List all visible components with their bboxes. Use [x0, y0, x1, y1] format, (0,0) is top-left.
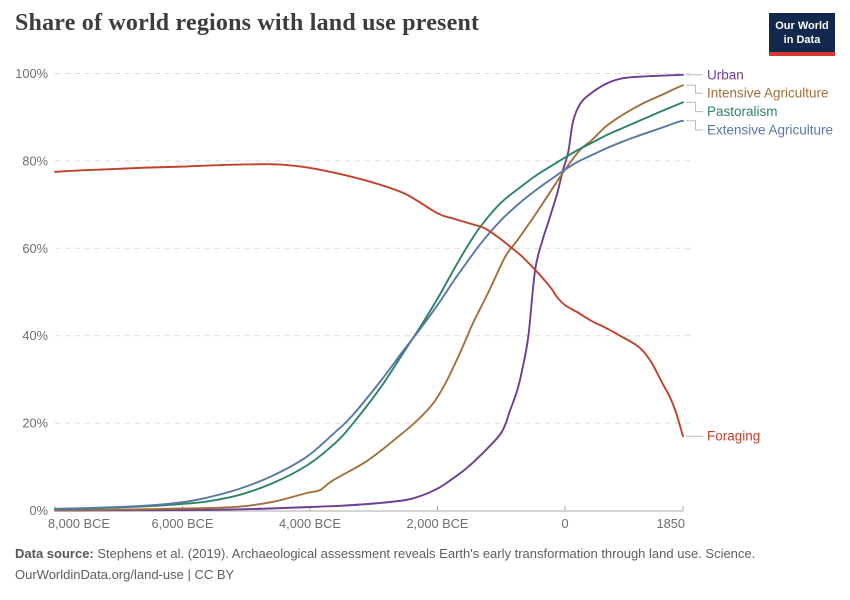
footer-link[interactable]: OurWorldinData.org/land-use: [15, 567, 184, 583]
series-line-intensive-agriculture[interactable]: [54, 84, 684, 512]
x-tick-label: 2,000 BCE: [407, 516, 469, 531]
legend-label-foraging[interactable]: Foraging: [707, 429, 760, 444]
legend-item-foraging[interactable]: Foraging: [686, 429, 760, 444]
footer-source-label: Data source:: [15, 546, 94, 561]
y-tick-label: 0%: [30, 503, 49, 518]
legend-connector: [686, 101, 703, 113]
page-title: Share of world regions with land use pre…: [15, 10, 480, 36]
y-tick-label: 20%: [22, 416, 48, 431]
series-line-pastoralism[interactable]: [54, 101, 684, 511]
x-tick-label: 1850: [657, 516, 685, 531]
footer-license-suffix: | CC BY: [183, 567, 235, 583]
legend: Urban Intensive Agriculture Pastoralism …: [686, 67, 833, 444]
y-tick-label: 100%: [15, 66, 48, 81]
legend-item-urban[interactable]: Urban: [686, 67, 744, 82]
legend-connector: [686, 84, 703, 94]
owid-logo[interactable]: Our World in Data: [769, 13, 835, 56]
legend-item-intensive-agriculture[interactable]: Intensive Agriculture: [686, 84, 829, 101]
x-tick-label: 6,000 BCE: [152, 516, 214, 531]
y-tick-label: 60%: [22, 241, 48, 256]
x-axis-labels: 8,000 BCE 6,000 BCE 4,000 BCE 2,000 BCE …: [48, 516, 685, 531]
legend-label-pastoralism[interactable]: Pastoralism: [707, 104, 778, 119]
y-axis-labels: 0% 20% 40% 60% 80% 100%: [15, 66, 48, 518]
footer-license-line: OurWorldinData.org/land-use | CC BY: [15, 564, 835, 585]
y-tick-label: 80%: [22, 153, 48, 168]
footer-source-line: Data source: Stephens et al. (2019). Arc…: [15, 543, 835, 564]
legend-label-intensive-agriculture[interactable]: Intensive Agriculture: [707, 86, 829, 101]
legend-connector: [686, 120, 703, 131]
legend-item-extensive-agriculture[interactable]: Extensive Agriculture: [686, 120, 833, 138]
chart-footer: Data source: Stephens et al. (2019). Arc…: [15, 543, 835, 586]
series-line-extensive-agriculture[interactable]: [54, 119, 684, 510]
legend-label-urban[interactable]: Urban: [707, 67, 744, 82]
x-tick-label: 4,000 BCE: [279, 516, 341, 531]
legend-label-extensive-agriculture[interactable]: Extensive Agriculture: [707, 123, 833, 138]
series-line-urban[interactable]: [54, 73, 684, 512]
x-tick-label: 0: [562, 516, 569, 531]
x-tick-label: 8,000 BCE: [48, 516, 110, 531]
footer-source-text: Stephens et al. (2019). Archaeological a…: [93, 546, 756, 561]
legend-item-pastoralism[interactable]: Pastoralism: [686, 101, 778, 119]
owid-logo-line1: Our World: [775, 20, 829, 32]
y-tick-label: 40%: [22, 328, 48, 343]
owid-logo-line2: in Data: [783, 34, 821, 47]
gridlines: [55, 73, 692, 424]
series-line-foraging[interactable]: [54, 163, 684, 438]
series-lines: [54, 73, 684, 512]
